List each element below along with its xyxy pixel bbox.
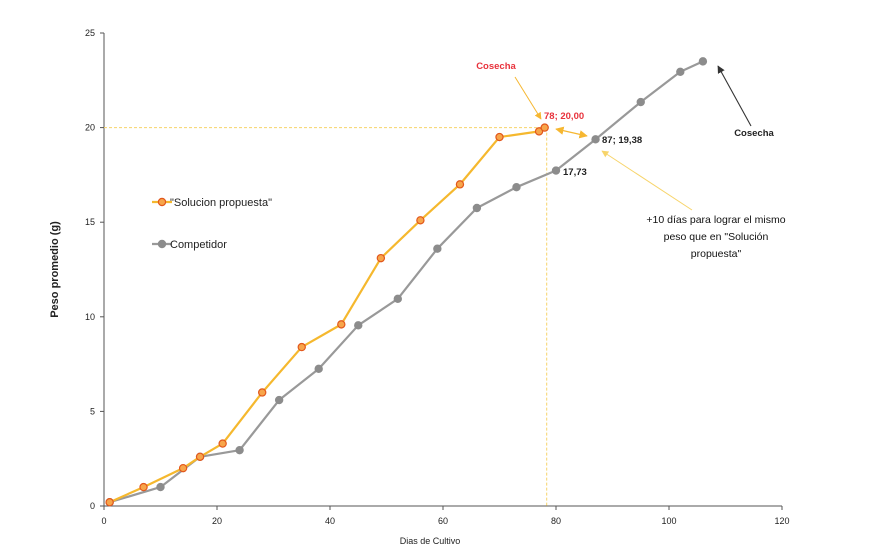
data-point bbox=[534, 127, 544, 136]
y-tick-label: 25 bbox=[85, 28, 95, 38]
data-point bbox=[337, 320, 346, 329]
series-line bbox=[109, 60, 704, 504]
ten-day-gap-arrow bbox=[555, 126, 588, 139]
y-tick-label: 15 bbox=[85, 217, 95, 227]
x-tick-label: 0 bbox=[101, 516, 106, 526]
data-point bbox=[376, 253, 386, 263]
data-point bbox=[512, 182, 521, 192]
x-tick-label: 100 bbox=[661, 516, 676, 526]
data-point bbox=[274, 395, 284, 405]
data-point bbox=[433, 244, 442, 253]
legend-swatch-marker bbox=[157, 197, 167, 207]
data-point bbox=[676, 67, 685, 76]
legend: "Solucion propuesta" Competidor bbox=[152, 197, 272, 251]
data-point bbox=[540, 123, 549, 132]
data-point bbox=[218, 439, 227, 448]
data-point bbox=[636, 97, 645, 107]
x-tick-label: 120 bbox=[774, 516, 789, 526]
x-axis-title: Dias de Cultivo bbox=[400, 536, 461, 546]
data-point bbox=[156, 482, 165, 492]
legend-label: Competidor bbox=[170, 239, 227, 251]
cosecha-label-right: Cosecha bbox=[734, 128, 774, 139]
harvest-guide-lines bbox=[104, 127, 548, 506]
data-point bbox=[297, 342, 306, 352]
series-layer bbox=[105, 57, 708, 507]
x-tick-label: 60 bbox=[438, 516, 448, 526]
legend-label: "Solucion propuesta" bbox=[170, 197, 272, 209]
data-point bbox=[472, 203, 482, 213]
data-point bbox=[698, 57, 708, 66]
note-line-1: +10 días para lograr el mismo bbox=[646, 214, 785, 226]
series-1 bbox=[105, 57, 708, 507]
annotations: Cosecha 78; 20,00 87; 19,38 17,73 Cosecha +10… bbox=[476, 61, 786, 260]
data-point bbox=[551, 166, 561, 175]
legend-item-1: Competidor bbox=[152, 239, 227, 251]
point-label-78: 78; 20,00 bbox=[544, 111, 584, 122]
data-point bbox=[235, 445, 244, 455]
data-point bbox=[105, 498, 114, 507]
data-point bbox=[314, 364, 323, 374]
data-point bbox=[139, 482, 148, 492]
point-label-1773: 17,73 bbox=[563, 167, 587, 178]
series-0 bbox=[105, 123, 549, 507]
series-line bbox=[109, 126, 546, 504]
y-tick-label: 20 bbox=[85, 123, 95, 133]
note-line-3: propuesta" bbox=[691, 248, 742, 260]
data-point bbox=[178, 463, 188, 473]
data-point bbox=[495, 132, 504, 142]
y-tick-label: 5 bbox=[90, 406, 95, 416]
data-point bbox=[258, 388, 267, 397]
legend-item-0: "Solucion propuesta" bbox=[152, 197, 272, 209]
data-point bbox=[195, 452, 205, 462]
data-point bbox=[455, 180, 465, 189]
cosecha-label-top: Cosecha bbox=[476, 61, 516, 72]
axes: 0 20 40 60 80 100 120 0 5 10 15 20 25 Dias de Cultivo… bbox=[49, 28, 790, 546]
data-point bbox=[354, 321, 363, 330]
y-tick-label: 0 bbox=[90, 501, 95, 511]
data-point bbox=[393, 294, 402, 304]
x-tick-label: 20 bbox=[212, 516, 222, 526]
x-tick-label: 80 bbox=[551, 516, 561, 526]
note-line-2: peso que en "Solución bbox=[664, 231, 769, 243]
data-point bbox=[416, 216, 425, 225]
note-arrow bbox=[601, 150, 693, 211]
cosecha-right-arrow bbox=[717, 65, 752, 127]
cosecha-top-arrow bbox=[514, 76, 542, 120]
y-axis-title: Peso promedio (g) bbox=[49, 221, 61, 318]
data-point bbox=[591, 135, 600, 144]
y-tick-label: 10 bbox=[85, 312, 95, 322]
x-tick-label: 40 bbox=[325, 516, 335, 526]
point-label-87: 87; 19,38 bbox=[602, 135, 642, 146]
legend-swatch-marker bbox=[157, 239, 167, 249]
